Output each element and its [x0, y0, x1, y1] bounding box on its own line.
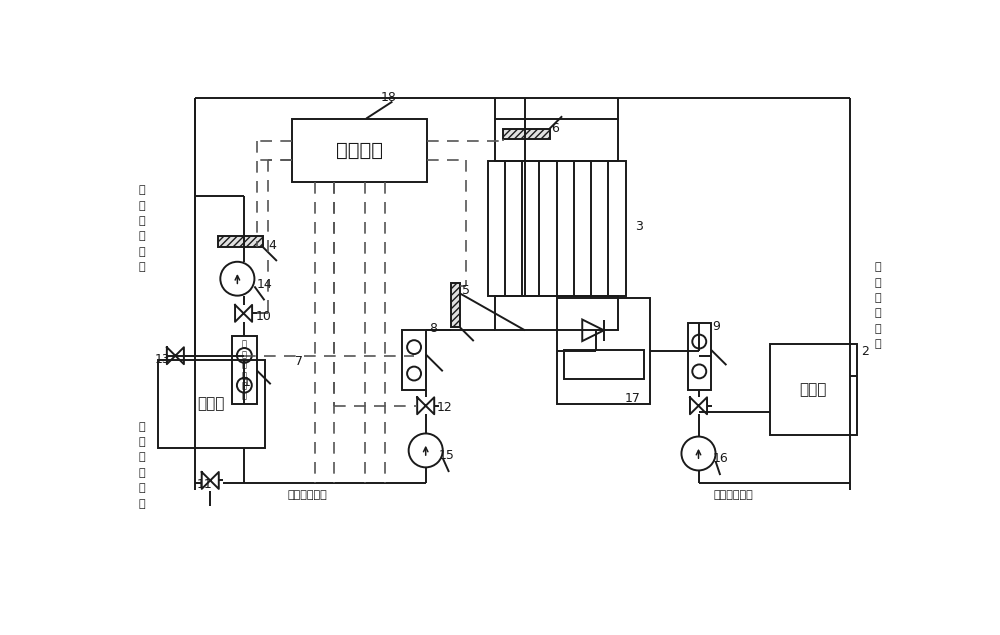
- Text: 管: 管: [139, 247, 145, 257]
- Text: 9: 9: [712, 320, 720, 333]
- Text: 路: 路: [139, 262, 145, 272]
- Text: 14: 14: [257, 277, 272, 291]
- Text: 循: 循: [875, 262, 882, 272]
- Text: 循: 循: [139, 185, 145, 195]
- Text: 16: 16: [712, 451, 728, 465]
- Bar: [218, 236, 263, 247]
- Text: 11: 11: [196, 478, 212, 491]
- Text: 循环出水管路: 循环出水管路: [288, 490, 328, 500]
- Bar: [488, 161, 626, 296]
- Text: 进: 进: [139, 216, 145, 226]
- Text: 热水箱: 热水箱: [800, 382, 827, 397]
- Text: 开
放
进
水
管
路: 开 放 进 水 管 路: [242, 340, 247, 401]
- Text: 路: 路: [875, 339, 882, 349]
- Text: 6: 6: [551, 122, 559, 135]
- Text: 13: 13: [154, 353, 170, 366]
- Text: 5: 5: [462, 284, 470, 297]
- Text: 水: 水: [139, 231, 145, 241]
- Bar: [450, 283, 460, 327]
- Text: 1: 1: [243, 376, 251, 389]
- Bar: [495, 296, 618, 330]
- Text: 18: 18: [381, 91, 397, 104]
- Text: 3: 3: [635, 220, 643, 233]
- Text: 放: 放: [139, 437, 145, 447]
- Bar: [557, 298, 650, 404]
- Text: 10: 10: [255, 310, 271, 323]
- Text: 环: 环: [875, 277, 882, 288]
- Text: 管: 管: [139, 483, 145, 493]
- Bar: [158, 359, 264, 448]
- Bar: [402, 330, 426, 391]
- Text: 水: 水: [139, 468, 145, 478]
- Text: 环: 环: [139, 201, 145, 211]
- Text: 水: 水: [875, 309, 882, 318]
- Text: 17: 17: [625, 392, 641, 404]
- Text: 15: 15: [439, 448, 455, 462]
- Bar: [232, 337, 257, 404]
- Text: 4: 4: [268, 239, 276, 252]
- Text: 循环出水管路: 循环出水管路: [714, 490, 754, 500]
- Text: 2: 2: [861, 345, 869, 358]
- Text: 7: 7: [296, 354, 304, 368]
- Bar: [503, 128, 550, 139]
- Bar: [495, 119, 618, 161]
- Text: 出: 出: [139, 452, 145, 462]
- Text: 冷水箱: 冷水箱: [197, 396, 225, 411]
- Text: 控制系统: 控制系统: [336, 140, 383, 159]
- Text: 路: 路: [139, 498, 145, 509]
- Bar: [292, 119, 427, 182]
- Text: 12: 12: [437, 401, 452, 414]
- Text: 开: 开: [139, 422, 145, 432]
- Text: 管: 管: [875, 324, 882, 334]
- Bar: [770, 344, 857, 435]
- Bar: [564, 349, 644, 379]
- Text: 进: 进: [875, 293, 882, 303]
- Text: 8: 8: [429, 322, 437, 335]
- Bar: [688, 323, 711, 391]
